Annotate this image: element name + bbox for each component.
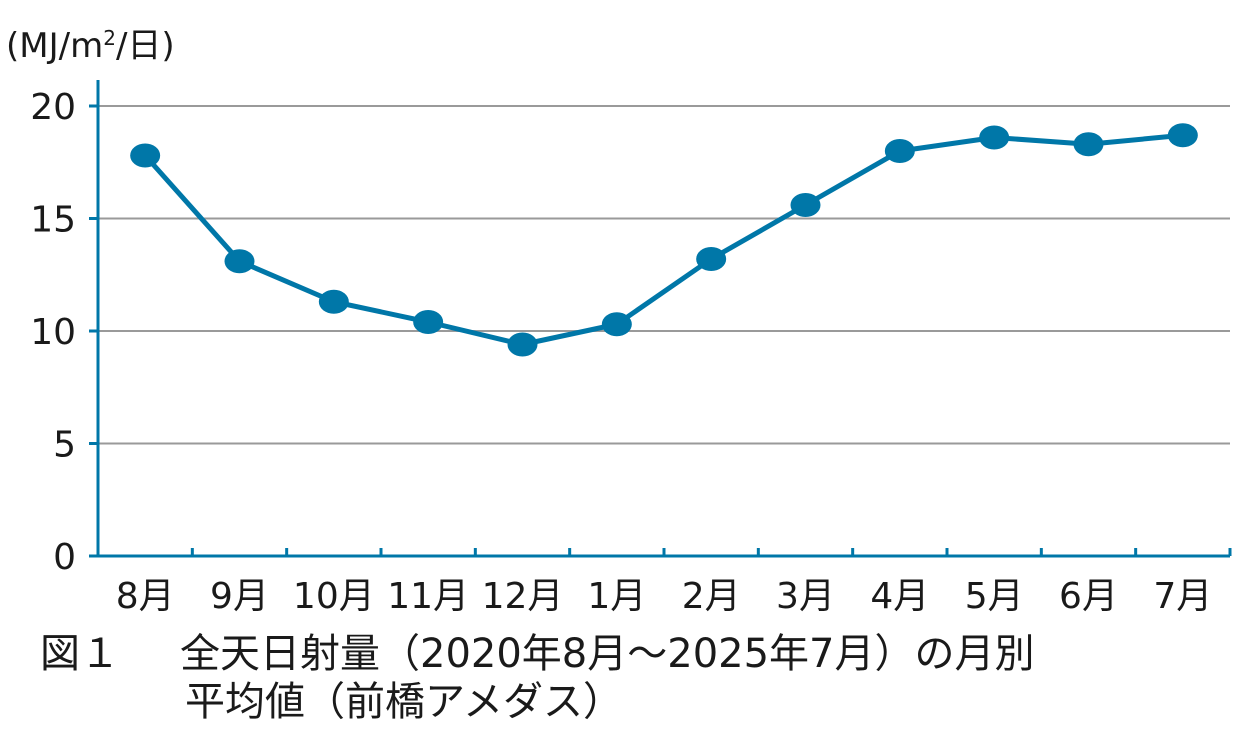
data-point-7月 [1167,123,1198,148]
series-solar-radiation [130,123,1198,357]
data-point-9月 [224,249,255,274]
x-tick-label-9: 5月 [965,576,1024,617]
x-tick-label-1: 9月 [210,576,269,617]
caption-line-1: 図１ 全天日射量（2020年8月〜2025年7月）の月別 [40,630,1240,678]
data-point-2月 [696,247,727,271]
y-tick-label-5: 5 [53,425,76,466]
x-tick-labels: 8月 9月 10月 11月 12月 1月 2月 3月 4月 5月 6月 7月 [116,576,1213,617]
line-chart: 0 5 10 15 20 8月 9月 10月 11月 12月 1月 2月 3月 4月 5月 6月 7月 [30,80,1232,617]
x-tick-label-10: 6月 [1059,576,1118,617]
figure-caption: 図１ 全天日射量（2020年8月〜2025年7月）の月別 平均値（前橋アメダス） [40,630,1240,726]
x-tick-label-8: 4月 [870,576,929,617]
x-tick-label-3: 11月 [387,576,469,617]
y-tick-labels: 0 5 10 15 20 [30,87,76,578]
x-tick-label-5: 1月 [587,576,646,617]
series-line [143,132,1184,347]
data-point-6月 [1073,132,1104,157]
y-tick-label-0: 0 [53,537,76,578]
data-point-3月 [790,193,821,217]
x-tick-label-2: 10月 [293,576,375,617]
gridlines [98,105,1230,445]
data-point-12月 [507,332,538,357]
x-tick-label-6: 2月 [682,576,741,617]
y-axis-unit-label: (MJ/m2/日) [6,26,175,66]
data-point-10月 [318,289,349,314]
data-point-5月 [979,125,1010,150]
axes [89,80,1232,558]
data-point-1月 [601,312,632,337]
caption-line-2: 平均値（前橋アメダス） [185,679,623,725]
x-tick-label-0: 8月 [116,576,175,617]
y-tick-label-10: 10 [30,312,76,353]
data-point-11月 [413,310,444,334]
x-tick-label-4: 12月 [482,576,564,617]
x-tick-label-7: 3月 [776,576,835,617]
figure-number: 図１ [40,631,120,677]
y-tick-label-15: 15 [30,200,76,241]
data-point-4月 [884,139,915,163]
y-tick-label-20: 20 [30,87,76,128]
data-point-8月 [130,143,161,168]
x-tick-label-11: 7月 [1153,576,1212,617]
caption-title: 全天日射量（2020年8月〜2025年7月）の月別 [180,631,1035,677]
